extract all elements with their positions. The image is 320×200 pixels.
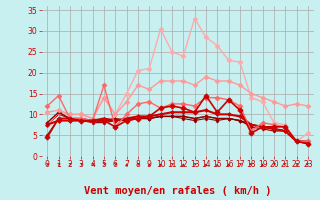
Text: Vent moyen/en rafales ( km/h ): Vent moyen/en rafales ( km/h )	[84, 186, 271, 196]
